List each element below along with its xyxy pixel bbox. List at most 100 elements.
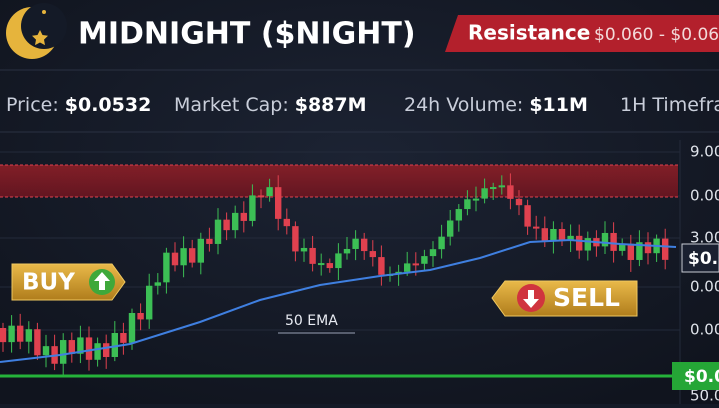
candle-body (94, 343, 101, 360)
stat-label: Market Cap: (174, 94, 289, 116)
candle-body (533, 226, 540, 229)
title: MIDNIGHT ($NIGHT) (78, 17, 416, 52)
candle-body (318, 263, 325, 266)
sell-label: SELL (553, 283, 620, 312)
candle-body (154, 282, 161, 286)
price-tag (681, 243, 719, 273)
logo (6, 3, 67, 59)
banner-range: $0.060 - $0.06 (594, 25, 719, 45)
candle-body (361, 238, 368, 252)
candle-body (627, 243, 634, 260)
stat-value: $0.0532 (65, 94, 152, 116)
candle-body (197, 238, 204, 263)
candle-body (189, 248, 196, 263)
candle-body (85, 337, 93, 360)
candle-body (429, 249, 437, 257)
candle-body (77, 337, 84, 354)
candle-body (447, 220, 454, 237)
candle-body (636, 242, 643, 260)
stat-value: $11M (529, 94, 588, 116)
candle-body (275, 187, 282, 219)
stat: 1H Timefra (620, 94, 719, 116)
candle-body (25, 329, 32, 342)
candle-body (644, 242, 652, 254)
candle-body (232, 212, 239, 231)
candle-body (128, 313, 136, 343)
axis-label: 0.00 (690, 187, 719, 205)
candle-body (266, 187, 273, 197)
axis-label: 3.00 (690, 229, 719, 247)
axis-labels: 9.00 0.00 3.00 0.00 0.00 50.0 (690, 143, 719, 405)
axis-label: 0.00 (690, 321, 719, 339)
candle-body (507, 185, 514, 199)
resistance-zone (0, 165, 678, 197)
candle-body (206, 238, 213, 244)
candle-body (490, 187, 497, 190)
candle-body (481, 188, 488, 199)
candle-body (455, 209, 462, 221)
sell-signal: SELL (491, 280, 638, 317)
candle-body (326, 263, 333, 269)
candle-body (515, 198, 523, 206)
candle-body (0, 328, 7, 343)
candle-body (662, 238, 669, 260)
candle-body (352, 238, 359, 249)
axis-label: 0.00 (690, 278, 719, 296)
stat-label: 24h Volume: (404, 94, 523, 116)
candle-body (249, 195, 256, 221)
candle-body (283, 218, 290, 227)
candle-body (472, 198, 480, 201)
candle-body (163, 252, 170, 283)
ema-line (0, 238, 677, 363)
candle-body (550, 228, 557, 242)
candle-body (541, 228, 548, 242)
candle-body (610, 232, 617, 251)
candle-body (214, 219, 222, 244)
candle-body (584, 238, 591, 251)
support-tag-text: $0.0 (684, 367, 719, 387)
stat-value: $887M (295, 94, 367, 116)
banner-label: Resistance (468, 21, 590, 45)
candle-body (404, 263, 411, 272)
stats-row: Price: $0.0532 Market Cap: $887M 24h Volume:… (6, 94, 719, 116)
candle-body (378, 257, 385, 275)
ema-label: 50 EMA (285, 313, 338, 329)
candle-body (180, 248, 187, 266)
candle-body (412, 263, 419, 266)
candle-body (558, 228, 566, 241)
candle-body (103, 343, 110, 358)
candle-body (464, 199, 471, 210)
candle-body (257, 195, 265, 198)
candle-body (8, 325, 15, 343)
candle-body (343, 248, 351, 254)
price-tag-text: $0.0 (688, 249, 719, 269)
candle-body (240, 212, 247, 221)
candle-body (223, 219, 230, 231)
candle-body (421, 256, 428, 264)
stat: Price: $0.0532 (6, 94, 151, 116)
candle-body (34, 329, 41, 356)
candle-body (60, 340, 67, 364)
candle-body (498, 185, 505, 188)
candle-body (146, 285, 153, 320)
candle-body (137, 313, 144, 320)
axis-label: 50.0 (690, 387, 719, 405)
resistance-banner (445, 15, 719, 52)
stat-label: Price: (6, 94, 59, 116)
candle-body (17, 325, 24, 342)
candle-body (567, 235, 574, 241)
candle-body (335, 253, 342, 269)
candle-body (42, 346, 50, 356)
candle-body (524, 205, 531, 227)
axis-label: 9.00 (690, 143, 719, 161)
buy-signal: BUY (11, 263, 126, 301)
candle-body (120, 332, 127, 343)
candle-body (576, 235, 583, 251)
support-tag (672, 362, 719, 390)
stat-label: 1H Timefra (620, 94, 719, 116)
candle-body (171, 252, 179, 266)
stat: 24h Volume: $11M (404, 94, 588, 116)
candle-body (369, 251, 376, 258)
